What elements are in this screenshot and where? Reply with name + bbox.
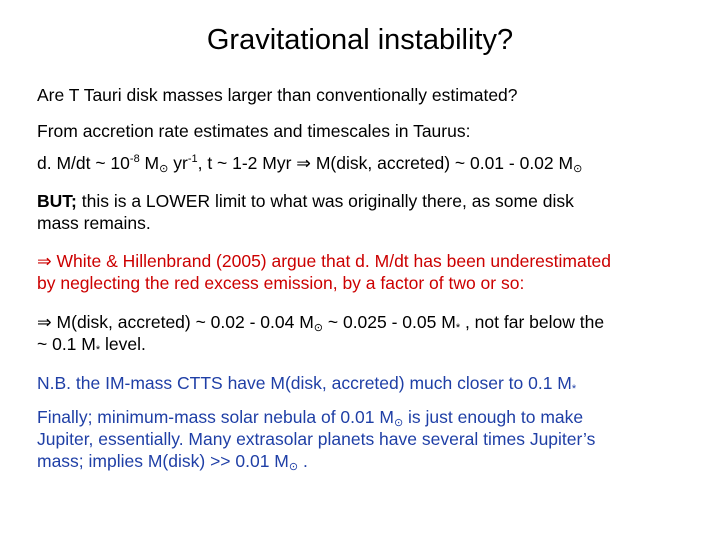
- implies-arrow-icon: ⇒: [37, 312, 52, 332]
- solar-nebula-text-a: Finally; minimum-mass solar nebula of 0.…: [37, 407, 394, 427]
- sun-symbol-icon: ⊙: [159, 163, 169, 175]
- white-hillenbrand-line2: by neglecting the red excess emission, b…: [37, 273, 525, 293]
- solar-nebula-text-d: .: [298, 451, 308, 471]
- lower-limit-line1: this is a LOWER limit to what was origin…: [76, 191, 574, 211]
- star-subscript: *: [95, 344, 101, 356]
- revised-mass-text-c: , not far below the: [460, 312, 605, 332]
- rate-text-a: d. M/dt ~ 10: [37, 153, 130, 173]
- question-line: Are T Tauri disk masses larger than conv…: [37, 85, 518, 105]
- white-hillenbrand-paragraph: ⇒ White & Hillenbrand (2005) argue that …: [37, 250, 697, 294]
- nb-line: N.B. the IM-mass CTTS have M(disk, accre…: [37, 372, 697, 395]
- accretion-intro-line: From accretion rate estimates and timesc…: [37, 121, 471, 141]
- lower-limit-paragraph: BUT; this is a LOWER limit to what was o…: [37, 190, 697, 234]
- sun-symbol-icon: ⊙: [393, 417, 404, 429]
- revised-mass-text-b: ~ 0.025 - 0.05 M: [323, 312, 456, 332]
- rate-text-d: , t ~ 1-2 Myr: [197, 153, 297, 173]
- but-label: BUT;: [37, 191, 77, 211]
- rate-text-e: M(disk, accreted) ~ 0.01 - 0.02 M: [310, 153, 574, 173]
- revised-mass-text-d: ~ 0.1 M: [37, 334, 96, 354]
- yr-exponent: -1: [187, 153, 198, 165]
- implies-arrow-icon: ⇒: [296, 153, 311, 173]
- solar-nebula-text-c: mass; implies M(disk) >> 0.01 M: [37, 451, 289, 471]
- solar-nebula-paragraph: Finally; minimum-mass solar nebula of 0.…: [37, 406, 697, 473]
- revised-mass-paragraph: ⇒ M(disk, accreted) ~ 0.02 - 0.04 M⊙ ~ 0…: [37, 311, 697, 356]
- white-hillenbrand-line1: White & Hillenbrand (2005) argue that d.…: [51, 251, 612, 271]
- rate-exponent: -8: [129, 153, 140, 165]
- star-subscript: *: [455, 322, 461, 334]
- sun-symbol-icon: ⊙: [573, 163, 583, 175]
- sun-symbol-icon: ⊙: [313, 322, 324, 334]
- star-subscript: *: [571, 383, 577, 395]
- rate-text-b: M: [139, 153, 160, 173]
- nb-text: N.B. the IM-mass CTTS have M(disk, accre…: [37, 373, 572, 393]
- sun-symbol-icon: ⊙: [288, 461, 299, 473]
- accretion-rate-line: d. M/dt ~ 10-8 M⊙ yr-1, t ~ 1-2 Myr ⇒ M(…: [37, 152, 697, 175]
- solar-nebula-text-b: is just enough to make: [403, 407, 584, 427]
- solar-nebula-line2: Jupiter, essentially. Many extrasolar pl…: [37, 429, 596, 449]
- implies-arrow-icon: ⇒: [37, 251, 52, 271]
- lower-limit-line2: mass remains.: [37, 213, 151, 233]
- slide-title: Gravitational instability?: [206, 24, 514, 56]
- revised-mass-text-e: level.: [100, 334, 146, 354]
- revised-mass-text-a: M(disk, accreted) ~ 0.02 - 0.04 M: [51, 312, 314, 332]
- rate-text-c: yr: [168, 153, 188, 173]
